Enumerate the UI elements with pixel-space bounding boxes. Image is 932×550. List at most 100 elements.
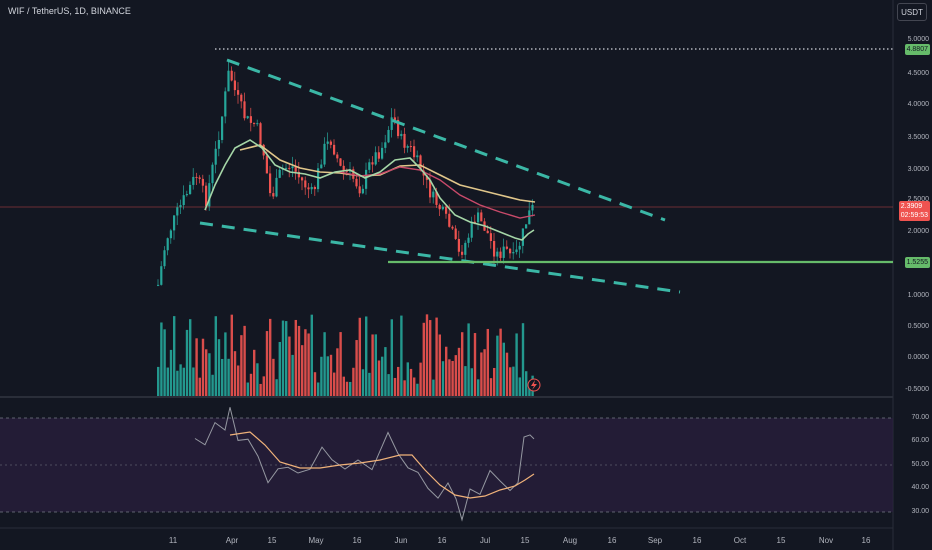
volume-bar xyxy=(195,338,198,396)
candle-body xyxy=(419,155,422,171)
rsi-label: 60.00 xyxy=(911,437,929,444)
candle-body xyxy=(233,80,236,91)
volume-bar xyxy=(521,323,525,396)
candle-body xyxy=(499,251,502,258)
candle-body xyxy=(307,187,310,190)
candle-body xyxy=(297,171,300,178)
candle-body xyxy=(253,122,256,124)
time-label: Jun xyxy=(394,536,408,545)
candle-body xyxy=(310,186,313,190)
candle-body xyxy=(214,148,217,165)
price-label: 1.0000 xyxy=(907,292,929,299)
candle-body xyxy=(240,94,243,102)
candle-body xyxy=(387,129,390,143)
candle-body xyxy=(512,252,515,254)
volume-bar xyxy=(176,370,179,396)
volume-bar xyxy=(361,369,365,396)
lightning-icon[interactable] xyxy=(527,378,541,392)
candle-body xyxy=(278,169,281,178)
candle-body xyxy=(192,176,195,185)
volume-bar xyxy=(489,378,493,396)
candle-body xyxy=(201,178,204,186)
candle-body xyxy=(384,142,387,148)
candle-body xyxy=(294,166,297,172)
rsi-ma-line xyxy=(229,431,535,499)
volume-bar xyxy=(278,341,281,396)
volume-bar xyxy=(256,363,259,396)
time-label: Apr xyxy=(225,536,239,545)
candle-body xyxy=(313,186,316,190)
candle-body xyxy=(269,173,272,194)
candle-body xyxy=(489,233,492,242)
candle-body xyxy=(435,191,438,205)
volume-bar xyxy=(253,349,256,396)
volume-bar xyxy=(371,334,374,396)
volume-bar xyxy=(486,328,489,396)
candle-body xyxy=(493,241,496,257)
volume-bar xyxy=(406,362,409,396)
volume-bar xyxy=(441,361,445,396)
volume-bar xyxy=(515,333,518,396)
volume-bar xyxy=(291,354,294,396)
volume-bar xyxy=(381,356,384,396)
candle-body xyxy=(189,184,192,195)
rsi-label: 70.00 xyxy=(911,414,929,421)
candle-body xyxy=(361,188,364,194)
candle-body xyxy=(304,180,307,188)
candle-body xyxy=(339,158,342,166)
candle-body xyxy=(249,116,252,123)
volume-bar xyxy=(518,377,521,396)
candle-body xyxy=(451,226,454,229)
time-label: 15 xyxy=(520,536,530,545)
volume-bar xyxy=(502,342,505,396)
volume-bar xyxy=(342,376,345,396)
candle-body xyxy=(365,169,368,189)
candle-body xyxy=(470,221,473,238)
high-level-badge[interactable]: 4.8807 xyxy=(904,44,930,55)
volume-bar xyxy=(438,334,441,396)
candle-body xyxy=(448,213,451,227)
volume-bar xyxy=(445,346,448,396)
volume-bar xyxy=(301,345,304,396)
volume-bar xyxy=(355,340,358,396)
current-price-value: 2.3909 xyxy=(900,203,923,210)
candle-body xyxy=(473,221,476,223)
candle-body xyxy=(246,116,249,119)
volume-bar xyxy=(393,377,397,396)
volume-bar xyxy=(246,382,249,396)
time-label: 11 xyxy=(168,536,178,545)
candle-body xyxy=(224,91,227,117)
candle-body xyxy=(496,251,499,257)
candle-body xyxy=(429,179,432,198)
candle-body xyxy=(285,167,288,169)
support-level-badge[interactable]: 1.5255 xyxy=(904,257,930,268)
volume-bar xyxy=(470,368,473,396)
candle-body xyxy=(355,178,358,187)
rsi-line xyxy=(194,407,535,522)
volume-bar xyxy=(297,325,301,396)
candle-body xyxy=(160,266,163,285)
currency-button[interactable]: USDT xyxy=(897,3,927,21)
volume-bar xyxy=(221,358,224,396)
volume-bar xyxy=(157,366,160,396)
volume-bar xyxy=(345,381,349,396)
volume-bar xyxy=(480,352,483,396)
time-label: Jul xyxy=(479,536,491,545)
candles xyxy=(157,61,534,287)
candle-body xyxy=(390,117,393,130)
candle-body xyxy=(211,164,214,184)
lower-trendline[interactable] xyxy=(199,221,681,294)
volume-bar xyxy=(243,325,246,396)
volume-bar xyxy=(237,365,240,396)
volume-bar xyxy=(189,319,192,396)
volume-bars xyxy=(157,314,534,396)
price-label: 0.0000 xyxy=(907,354,929,361)
candle-body xyxy=(416,155,419,158)
volume-bar xyxy=(192,367,195,396)
volume-bar xyxy=(493,367,496,396)
volume-bar xyxy=(275,379,278,396)
candle-body xyxy=(432,191,435,198)
upper-trendline[interactable] xyxy=(226,58,666,222)
ema-long-line xyxy=(239,144,536,203)
